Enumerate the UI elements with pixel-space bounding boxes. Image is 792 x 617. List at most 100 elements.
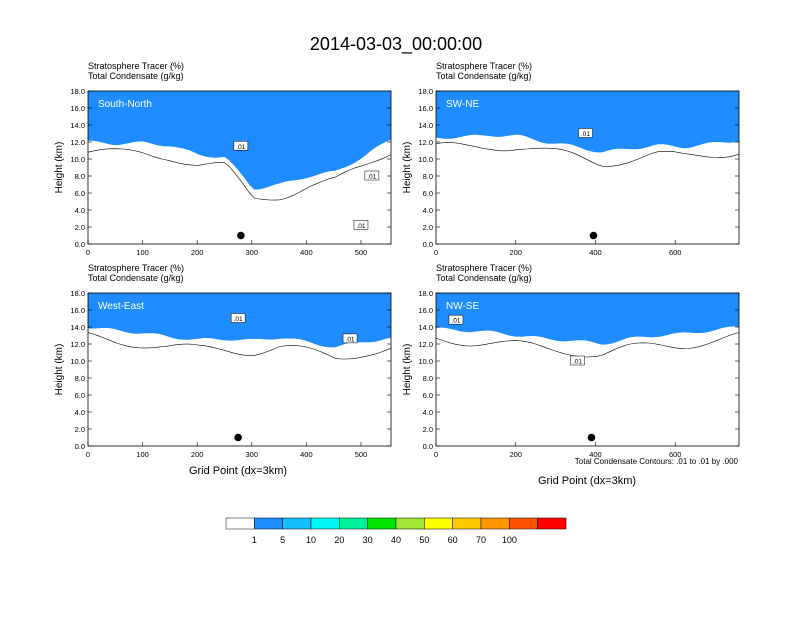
- colorbar-swatch: [339, 517, 368, 530]
- panel-title-condensate: Total Condensate (g/kg): [436, 273, 532, 283]
- figure-title: 2014-03-03_00:00:00: [310, 34, 482, 55]
- contour-label: .01: [573, 359, 582, 366]
- y-tick-label: 10.0: [70, 155, 85, 164]
- y-tick-label: 12.0: [70, 340, 85, 349]
- y-tick-label: 16.0: [418, 306, 433, 315]
- y-tick-label: 2.0: [423, 223, 433, 232]
- y-tick-label: 18.0: [70, 87, 85, 96]
- colorbar-label: 1: [252, 535, 257, 545]
- colorbar-label: 10: [306, 535, 316, 545]
- x-tick-label: 0: [86, 450, 90, 459]
- plot-frame: [87, 90, 392, 245]
- x-tick-label: 400: [300, 450, 313, 459]
- y-tick-label: 6.0: [75, 391, 85, 400]
- x-tick-label: 600: [669, 248, 682, 257]
- y-axis-label: Height (km): [402, 344, 413, 396]
- contour-label: .01: [236, 144, 245, 151]
- colorbar-swatch: [225, 517, 255, 530]
- y-tick-label: 18.0: [418, 289, 433, 298]
- x-tick-label: 200: [191, 248, 204, 257]
- x-tick-label: 0: [86, 248, 90, 257]
- y-tick-label: 14.0: [70, 323, 85, 332]
- location-marker: [234, 433, 242, 442]
- x-tick-label: 400: [300, 248, 313, 257]
- y-tick-label: 14.0: [418, 121, 433, 130]
- y-tick-label: 8.0: [423, 172, 433, 181]
- colorbar-label: 60: [448, 535, 458, 545]
- panel-label: West-East: [98, 301, 144, 312]
- location-marker: [237, 231, 245, 240]
- x-tick-label: 200: [509, 450, 522, 459]
- contour-label: .01: [356, 223, 365, 230]
- y-tick-label: 18.0: [418, 87, 433, 96]
- condensate-contour: [436, 142, 739, 167]
- y-tick-label: 0.0: [75, 240, 85, 249]
- colorbar-swatch: [537, 517, 567, 530]
- panel-south-north: Stratosphere Tracer (%)Total Condensate …: [54, 61, 392, 257]
- tracer-band-level-1: [436, 293, 739, 345]
- x-tick-label: 200: [509, 248, 522, 257]
- tracer-field: [436, 293, 739, 446]
- colorbar-swatch: [480, 517, 510, 530]
- location-marker: [589, 231, 598, 240]
- x-tick-label: 100: [136, 248, 149, 257]
- x-tick-label: 600: [669, 450, 682, 459]
- x-axis-title-right: Grid Point (dx=3km): [538, 475, 636, 487]
- panel-sw-ne: Stratosphere Tracer (%)Total Condensate …: [402, 61, 740, 257]
- y-axis-label: Height (km): [54, 142, 65, 194]
- panel-label: SW-NE: [446, 99, 479, 110]
- contour-label: .01: [346, 336, 355, 343]
- contour-label: .01: [367, 174, 376, 181]
- colorbar-swatch: [310, 517, 340, 530]
- panels: Stratosphere Tracer (%)Total Condensate …: [54, 61, 740, 459]
- panel-title-condensate: Total Condensate (g/kg): [88, 71, 184, 81]
- x-tick-label: 400: [589, 248, 602, 257]
- y-tick-label: 8.0: [75, 172, 85, 181]
- colorbar-swatch: [282, 517, 312, 530]
- contour-note: Total Condensate Contours: .01 to .01 by…: [575, 457, 739, 466]
- y-tick-label: 6.0: [423, 189, 433, 198]
- x-tick-label: 500: [355, 248, 368, 257]
- contour-label-box: [578, 128, 593, 138]
- contour-label-box: [364, 170, 380, 181]
- colorbar-swatch: [395, 517, 425, 530]
- colorbar-label: 30: [363, 535, 373, 545]
- colorbar-swatch: [452, 517, 482, 530]
- y-tick-label: 4.0: [75, 408, 85, 417]
- y-tick-label: 12.0: [70, 138, 85, 147]
- x-tick-label: 300: [246, 450, 259, 459]
- panel-title-condensate: Total Condensate (g/kg): [88, 273, 184, 283]
- y-tick-label: 18.0: [70, 289, 85, 298]
- y-tick-label: 16.0: [418, 104, 433, 113]
- x-tick-label: 100: [136, 450, 149, 459]
- colorbar-swatch: [424, 517, 453, 530]
- y-tick-label: 10.0: [70, 357, 85, 366]
- contour-label-box: [233, 141, 249, 151]
- colorbar-swatch: [254, 517, 283, 530]
- colorbar: 1 5 10 20 30 40 50 60 70 100: [225, 517, 567, 545]
- y-axis-label: Height (km): [54, 344, 65, 396]
- condensate-contour: [88, 148, 391, 201]
- y-axis-label: Height (km): [402, 142, 413, 194]
- tracer-field: [436, 91, 739, 244]
- x-tick-label: 300: [246, 248, 259, 257]
- y-tick-label: 14.0: [418, 323, 433, 332]
- colorbar-label: 100: [502, 535, 517, 545]
- y-tick-label: 0.0: [423, 442, 433, 451]
- panel-title-condensate: Total Condensate (g/kg): [436, 71, 532, 81]
- colorbar-swatch: [367, 517, 397, 530]
- x-tick-label: 500: [355, 450, 368, 459]
- panel-label: South-North: [98, 99, 152, 110]
- plot-frame: [87, 292, 392, 447]
- condensate-contour: [436, 332, 739, 358]
- colorbar-label: 20: [334, 535, 344, 545]
- y-tick-label: 4.0: [423, 206, 433, 215]
- panel-title-tracer: Stratosphere Tracer (%): [88, 61, 184, 71]
- x-tick-label: 200: [191, 450, 204, 459]
- y-tick-label: 0.0: [423, 240, 433, 249]
- y-tick-label: 6.0: [423, 391, 433, 400]
- plot-frame: [435, 90, 740, 245]
- colorbar-label: 50: [419, 535, 429, 545]
- x-tick-label: 0: [434, 248, 438, 257]
- x-tick-label: 400: [589, 450, 602, 459]
